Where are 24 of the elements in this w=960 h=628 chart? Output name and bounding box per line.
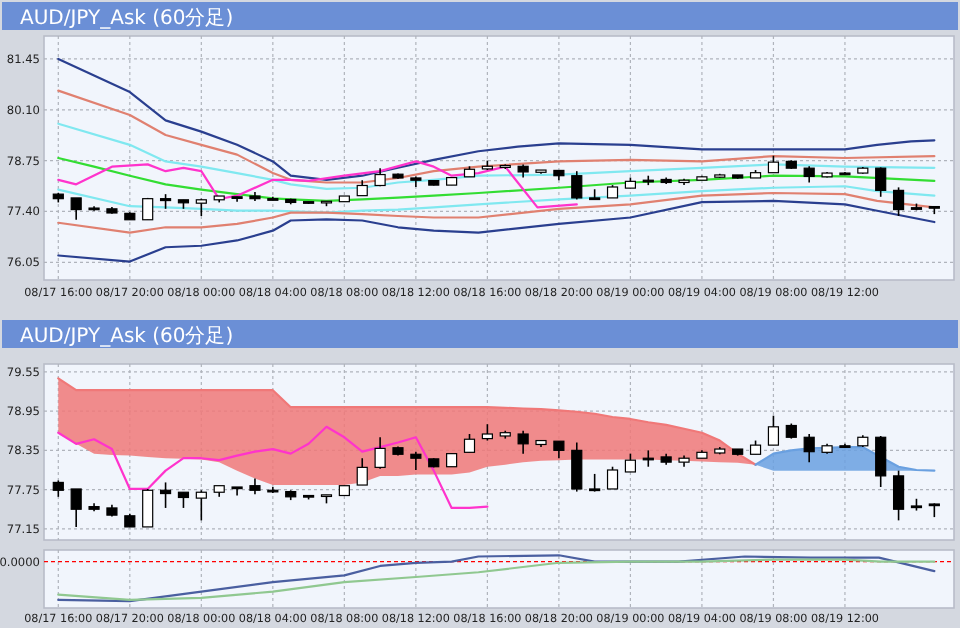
- candlestick: [410, 450, 422, 471]
- candlestick: [195, 489, 207, 522]
- candlestick: [767, 414, 780, 446]
- candlestick: [892, 186, 905, 217]
- candlestick: [70, 197, 82, 221]
- line-series: [57, 425, 489, 510]
- candlestick: [892, 469, 905, 522]
- candlestick: [875, 166, 887, 198]
- candlestick: [374, 436, 386, 470]
- candlestick: [356, 457, 368, 486]
- candlestick: [70, 488, 82, 528]
- chart-title: AUD/JPY_Ask (60分足): [20, 6, 234, 30]
- candlestick: [624, 452, 636, 473]
- candlestick: [142, 488, 154, 528]
- candlestick: [231, 486, 243, 497]
- candlestick: [159, 481, 172, 509]
- chart-title: AUD/JPY_Ask (60分足): [20, 324, 234, 348]
- candlestick: [517, 429, 529, 455]
- candlestick: [803, 433, 815, 463]
- candlestick: [571, 170, 583, 201]
- candlestick: [875, 435, 887, 488]
- candlestick: [463, 433, 476, 454]
- candlestick: [606, 465, 619, 490]
- candlestick: [571, 441, 583, 493]
